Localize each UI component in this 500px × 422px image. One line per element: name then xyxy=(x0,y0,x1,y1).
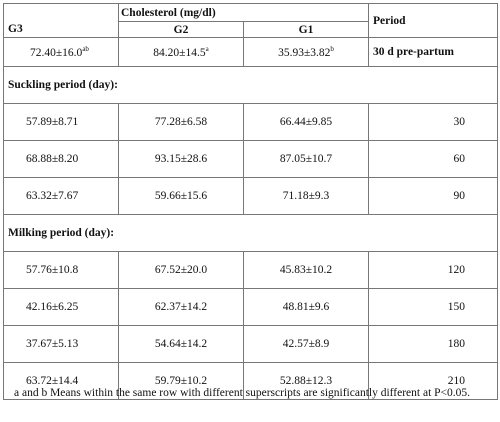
table-row: 63.72±14.4 59.79±10.2 52.88±12.3 210 xyxy=(3,362,498,400)
suckling-section-label: Suckling period (day): xyxy=(3,66,498,104)
table-cell: 42.57±8.9 xyxy=(243,325,369,363)
pre-partum-g1: 35.93±3.82b xyxy=(243,37,369,67)
table-row: 57.89±8.71 77.28±6.58 66.44±9.85 30 xyxy=(3,103,498,141)
g1-header: G1 xyxy=(243,21,369,38)
table-cell: 57.89±8.71 xyxy=(3,103,119,141)
table-row: 63.32±7.67 59.66±15.6 71.18±9.3 90 xyxy=(3,177,498,215)
table-cell: 42.16±6.25 xyxy=(3,288,119,326)
pre-partum-row: 72.40±16.0ab 84.20±14.5a 35.93±3.82b 30 … xyxy=(3,37,498,67)
table-row: 37.67±5.13 54.64±14.2 42.57±8.9 180 xyxy=(3,325,498,363)
pre-partum-g3: 72.40±16.0ab xyxy=(3,37,119,67)
table-cell: 120 xyxy=(368,251,498,289)
table-cell: 63.72±14.4 xyxy=(3,362,119,400)
table-cell: 90 xyxy=(368,177,498,215)
period-header: Period xyxy=(368,3,498,38)
g3-header-spacer xyxy=(3,3,119,22)
table-cell: 67.52±20.0 xyxy=(118,251,244,289)
table-cell: 180 xyxy=(368,325,498,363)
suckling-section-row: Suckling period (day): xyxy=(3,66,498,104)
table-row: 42.16±6.25 62.37±14.2 48.81±9.6 150 xyxy=(3,288,498,326)
table-cell: 30 xyxy=(368,103,498,141)
table-cell: 77.28±6.58 xyxy=(118,103,244,141)
table-footnote: a and b Means within the same row with d… xyxy=(14,387,471,399)
table-cell: 62.37±14.2 xyxy=(118,288,244,326)
table-cell: 150 xyxy=(368,288,498,326)
cholesterol-header: Cholesterol (mg/dl) xyxy=(118,3,369,22)
table-cell: 71.18±9.3 xyxy=(243,177,369,215)
table-cell: 45.83±10.2 xyxy=(243,251,369,289)
table-cell: 37.67±5.13 xyxy=(3,325,119,363)
table-cell: 210 xyxy=(368,362,498,400)
milking-section-row: Milking period (day): xyxy=(3,214,498,252)
table-cell: 63.32±7.67 xyxy=(3,177,119,215)
table-cell: 66.44±9.85 xyxy=(243,103,369,141)
table-cell: 48.81±9.6 xyxy=(243,288,369,326)
table-cell: 60 xyxy=(368,140,498,178)
g2-header: G2 xyxy=(118,21,244,38)
table-cell: 54.64±14.2 xyxy=(118,325,244,363)
table-cell: 57.76±10.8 xyxy=(3,251,119,289)
table-cell: 59.79±10.2 xyxy=(118,362,244,400)
table-cell: 87.05±10.7 xyxy=(243,140,369,178)
table-row: 68.88±8.20 93.15±28.6 87.05±10.7 60 xyxy=(3,140,498,178)
table-cell: 93.15±28.6 xyxy=(118,140,244,178)
pre-partum-g2: 84.20±14.5a xyxy=(118,37,244,67)
table-cell: 68.88±8.20 xyxy=(3,140,119,178)
table-cell: 59.66±15.6 xyxy=(118,177,244,215)
cholesterol-table: Cholesterol (mg/dl) Period G3 G2 G1 72.4… xyxy=(3,3,498,400)
g3-header: G3 xyxy=(3,21,119,38)
table-row: 57.76±10.8 67.52±20.0 45.83±10.2 120 xyxy=(3,251,498,289)
milking-section-label: Milking period (day): xyxy=(3,214,498,252)
pre-partum-period: 30 d pre-partum xyxy=(368,37,498,67)
